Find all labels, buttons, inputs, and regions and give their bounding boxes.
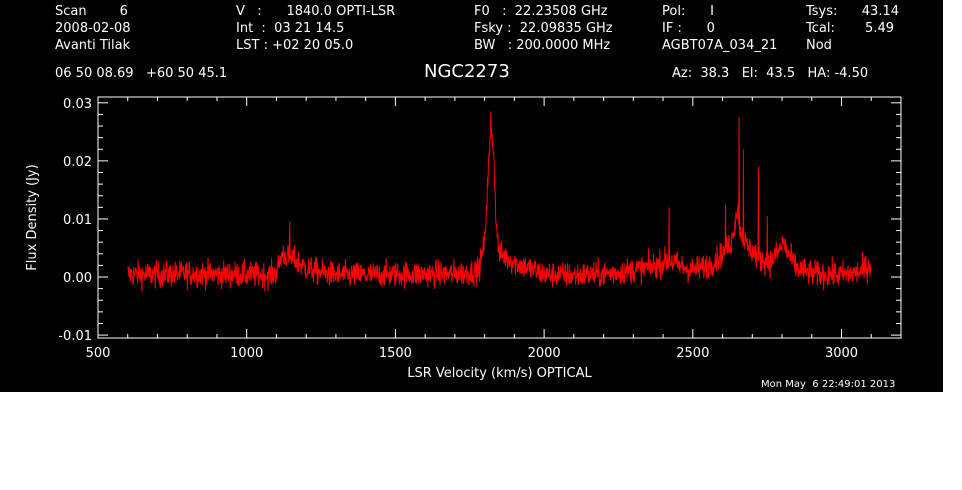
header-az-el-ha: Az: 38.3 El: 43.5 HA: -4.50 — [672, 66, 869, 81]
header-tsys-value: 43.14 — [861, 4, 899, 19]
header-col3-line1: F0 : 22.23508 GHz — [474, 4, 608, 19]
header-col4-line2: IF : 0 — [662, 21, 715, 36]
x-tick-label: 2000 — [528, 346, 561, 361]
header-tcal-value: 5.49 — [865, 21, 894, 36]
y-axis-label: Flux Density (Jy) — [25, 164, 40, 270]
y-tick-label: 0.01 — [63, 213, 92, 228]
spectrum-chart: 500 1000 1500 2000 2500 3000 -0.01 0.00 0.01 0.02… — [25, 96, 902, 381]
header-col1-line3: Avanti Tilak — [55, 38, 131, 53]
header-col3-line2: Fsky : 22.09835 GHz — [474, 21, 613, 36]
x-tick-label: 2500 — [676, 346, 709, 361]
header-tsys-label: Tsys: — [806, 4, 838, 19]
source-name: NGC2273 — [424, 61, 510, 82]
plot-frame — [97, 96, 902, 339]
header-col1-line1: Scan 6 — [55, 4, 128, 19]
header-col2-line3: LST : +02 20 05.0 — [236, 38, 354, 53]
x-axis-label: LSR Velocity (km/s) OPTICAL — [407, 366, 592, 381]
x-tick-label: 3000 — [825, 346, 858, 361]
x-tick-label: 1000 — [230, 346, 263, 361]
header-col4-line1: Pol: I — [662, 4, 714, 19]
y-tick-label: -0.01 — [58, 329, 92, 344]
header-col1-line2: 2008-02-08 — [55, 21, 131, 36]
header-col2-line2: Int : 03 21 14.5 — [236, 21, 345, 36]
header-coordinates: 06 50 08.69 +60 50 45.1 — [55, 66, 228, 81]
header-col4-line3: AGBT07A_034_21 — [662, 38, 778, 53]
header-nod-label: Nod — [806, 38, 832, 53]
header-col3-line3: BW : 200.0000 MHz — [474, 38, 611, 53]
header-tcal-label: Tcal: — [806, 21, 835, 36]
y-tick-label: 0.02 — [63, 155, 92, 170]
x-tick-label: 1500 — [379, 346, 412, 361]
y-tick-label: 0.03 — [63, 97, 92, 112]
plot-window: 500 1000 1500 2000 2500 3000 -0.01 0.00 0.01 0.02… — [0, 0, 943, 392]
x-tick-label: 500 — [86, 346, 111, 361]
header-col2-line1: V : 1840.0 OPTI-LSR — [236, 4, 396, 19]
plot-timestamp: Mon May 6 22:49:01 2013 — [761, 379, 896, 390]
spectrum-line — [127, 111, 872, 292]
y-tick-label: 0.00 — [63, 271, 92, 286]
